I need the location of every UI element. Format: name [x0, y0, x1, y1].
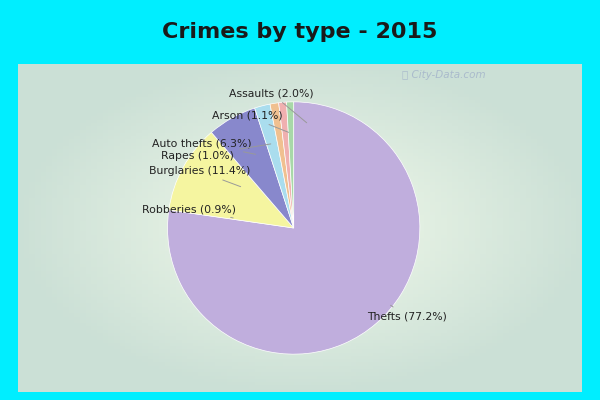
Wedge shape	[270, 103, 293, 228]
Text: Crimes by type - 2015: Crimes by type - 2015	[163, 22, 437, 42]
Text: ⓘ City-Data.com: ⓘ City-Data.com	[402, 70, 485, 80]
Wedge shape	[169, 132, 293, 228]
Text: Assaults (2.0%): Assaults (2.0%)	[229, 88, 313, 123]
Wedge shape	[278, 102, 293, 228]
Wedge shape	[287, 102, 293, 228]
Wedge shape	[167, 102, 420, 354]
Text: Rapes (1.0%): Rapes (1.0%)	[161, 144, 271, 161]
Text: Thefts (77.2%): Thefts (77.2%)	[367, 305, 447, 321]
Wedge shape	[211, 108, 293, 228]
Text: Auto thefts (6.3%): Auto thefts (6.3%)	[152, 138, 256, 154]
Text: Burglaries (11.4%): Burglaries (11.4%)	[149, 166, 250, 187]
Text: Robberies (0.9%): Robberies (0.9%)	[142, 204, 236, 218]
Text: Arson (1.1%): Arson (1.1%)	[212, 111, 289, 132]
Wedge shape	[254, 104, 293, 228]
